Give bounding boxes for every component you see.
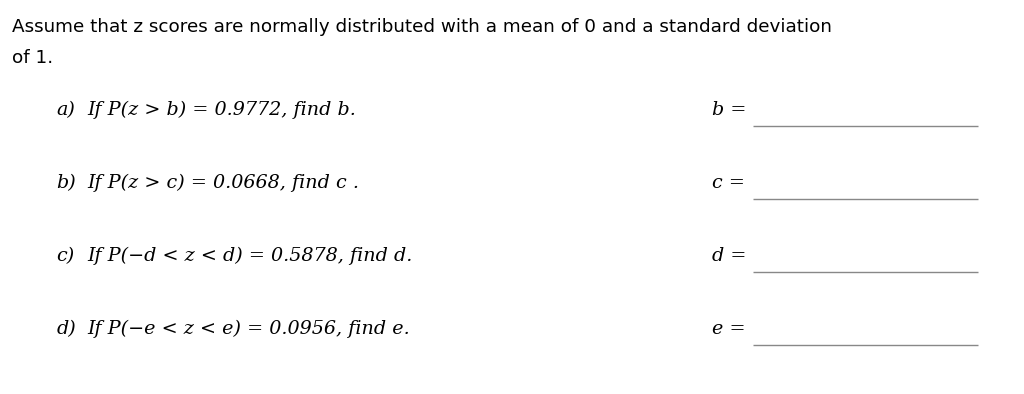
Text: If P(z > c) = 0.0668, find c .: If P(z > c) = 0.0668, find c . [87, 174, 359, 192]
Text: d =: d = [712, 247, 746, 265]
Text: a): a) [56, 101, 75, 119]
Text: b =: b = [712, 101, 746, 119]
Text: Assume that z scores are normally distributed with a mean of 0 and a standard de: Assume that z scores are normally distri… [12, 18, 833, 36]
Text: e =: e = [712, 320, 745, 338]
Text: of 1.: of 1. [12, 49, 53, 67]
Text: If P(−d < z < d) = 0.5878, find d.: If P(−d < z < d) = 0.5878, find d. [87, 247, 413, 265]
Text: c): c) [56, 247, 75, 265]
Text: b): b) [56, 174, 76, 192]
Text: c =: c = [712, 174, 744, 192]
Text: d): d) [56, 320, 76, 338]
Text: If P(−e < z < e) = 0.0956, find e.: If P(−e < z < e) = 0.0956, find e. [87, 320, 410, 338]
Text: If P(z > b) = 0.9772, find b.: If P(z > b) = 0.9772, find b. [87, 101, 356, 119]
